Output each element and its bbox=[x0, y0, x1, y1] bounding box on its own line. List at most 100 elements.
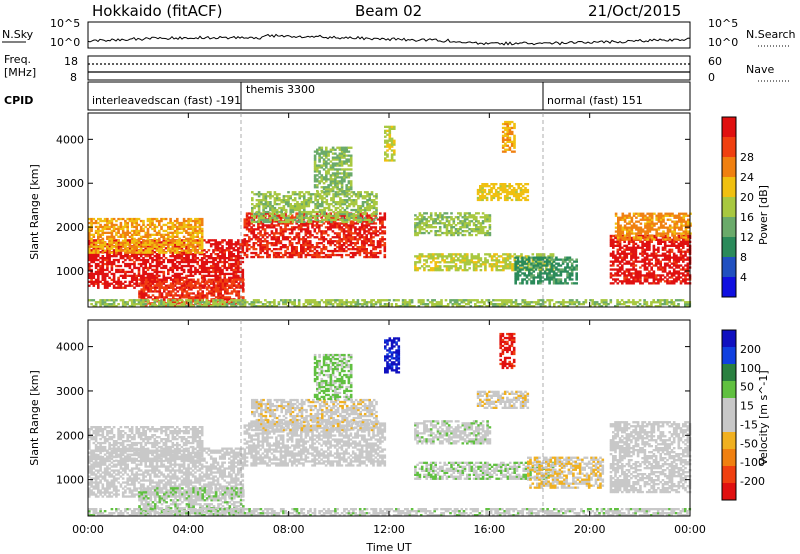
power-cell bbox=[169, 227, 172, 231]
power-cell bbox=[526, 188, 530, 192]
power-cell bbox=[94, 253, 98, 256]
power-cell bbox=[466, 253, 469, 256]
power-cell bbox=[361, 201, 365, 204]
power-cell bbox=[338, 214, 341, 217]
power-cell bbox=[485, 183, 489, 186]
power-cell bbox=[126, 247, 129, 250]
power-cell bbox=[384, 131, 387, 134]
power-cell bbox=[223, 239, 226, 242]
power-cell bbox=[214, 290, 218, 293]
power-cell bbox=[336, 232, 339, 235]
power-cell bbox=[390, 153, 394, 156]
power-cell bbox=[450, 218, 453, 221]
power-cell bbox=[506, 130, 509, 134]
power-cell bbox=[245, 253, 249, 257]
power-cell bbox=[360, 234, 364, 237]
power-cell bbox=[555, 258, 558, 261]
power-cell bbox=[374, 232, 378, 235]
power-cell bbox=[209, 260, 213, 264]
power-cell bbox=[112, 258, 116, 262]
power-cell bbox=[167, 225, 170, 229]
power-cell bbox=[325, 156, 328, 159]
power-cell bbox=[269, 220, 272, 224]
power-cell bbox=[354, 230, 357, 233]
power-cell bbox=[339, 205, 342, 208]
power-cell bbox=[185, 264, 188, 268]
power-cell bbox=[130, 270, 134, 274]
power-cell bbox=[484, 269, 487, 272]
power-cell bbox=[230, 241, 233, 244]
power-cell bbox=[461, 259, 465, 262]
power-cell bbox=[245, 226, 249, 229]
power-cell bbox=[357, 197, 360, 200]
power-cell bbox=[245, 228, 249, 231]
power-cell bbox=[178, 251, 181, 254]
power-cell bbox=[255, 212, 259, 216]
power-cell bbox=[354, 203, 358, 206]
power-cell bbox=[300, 248, 303, 251]
power-cell bbox=[142, 262, 145, 266]
power-cell bbox=[119, 286, 123, 289]
power-cell bbox=[461, 261, 465, 264]
power-cell bbox=[154, 284, 157, 287]
power-cell bbox=[516, 270, 520, 273]
power-cell bbox=[135, 241, 138, 244]
power-cell bbox=[336, 222, 339, 225]
power-cell bbox=[212, 288, 216, 291]
power-cell bbox=[327, 203, 331, 206]
power-cell bbox=[510, 126, 514, 130]
power-cell bbox=[142, 272, 145, 276]
power-cell bbox=[261, 214, 265, 217]
power-cell bbox=[521, 268, 524, 271]
power-cell bbox=[126, 270, 129, 274]
power-cell bbox=[135, 243, 138, 246]
power-cell bbox=[155, 262, 159, 266]
power-cell bbox=[416, 269, 419, 272]
power-cell bbox=[318, 208, 322, 212]
power-cell bbox=[187, 262, 190, 266]
power-cell bbox=[316, 214, 320, 218]
power-cell bbox=[452, 261, 456, 264]
power-cell bbox=[300, 205, 304, 208]
power-cell bbox=[224, 292, 227, 295]
power-cell bbox=[546, 276, 549, 279]
power-cell bbox=[270, 236, 274, 239]
power-cell bbox=[219, 278, 222, 281]
power-cell bbox=[316, 193, 320, 196]
power-cell bbox=[370, 220, 374, 224]
power-cell bbox=[418, 222, 422, 225]
power-cell bbox=[212, 257, 215, 260]
power-cell bbox=[257, 212, 261, 216]
power-cell bbox=[418, 228, 422, 231]
power-cell bbox=[185, 231, 188, 234]
power-cell bbox=[216, 257, 220, 260]
power-cell bbox=[92, 233, 96, 236]
power-cell bbox=[242, 296, 245, 299]
power-cell bbox=[311, 216, 314, 219]
power-cell bbox=[253, 220, 256, 224]
power-cell bbox=[275, 232, 278, 235]
power-cell bbox=[153, 217, 157, 221]
power-cell bbox=[530, 268, 533, 271]
power-cell bbox=[88, 239, 91, 242]
power-cell bbox=[137, 266, 141, 270]
power-cell bbox=[483, 196, 487, 200]
power-cell bbox=[245, 214, 249, 217]
power-cell bbox=[144, 266, 147, 270]
power-cell bbox=[203, 239, 206, 242]
power-cell bbox=[248, 238, 251, 241]
power-cell bbox=[484, 257, 487, 260]
power-cell bbox=[221, 284, 225, 287]
power-cell bbox=[167, 290, 171, 293]
power-cell bbox=[221, 270, 224, 274]
power-cell bbox=[248, 224, 251, 227]
power-cell bbox=[112, 272, 116, 276]
power-cell bbox=[501, 136, 505, 139]
power-cell bbox=[445, 220, 449, 223]
power-cell bbox=[497, 265, 501, 268]
power-cell bbox=[97, 255, 100, 258]
power-cell bbox=[139, 245, 143, 248]
power-cell bbox=[470, 259, 474, 262]
power-cell bbox=[521, 185, 525, 188]
power-cell bbox=[108, 245, 111, 248]
